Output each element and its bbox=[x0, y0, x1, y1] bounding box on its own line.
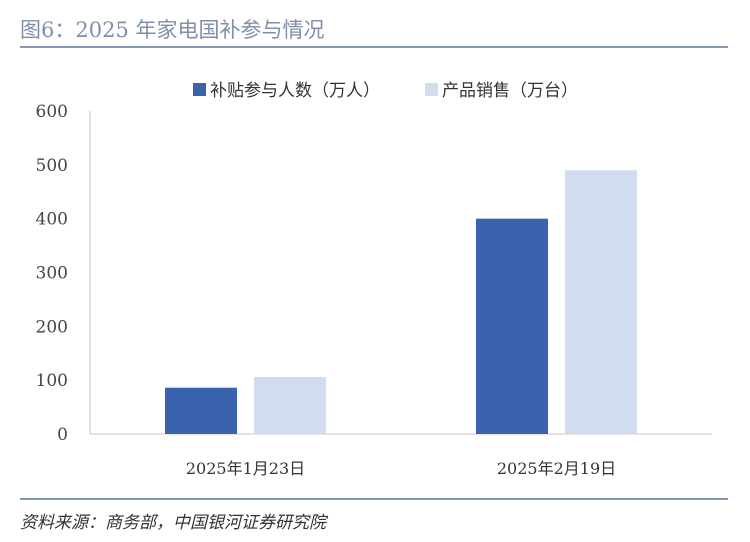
title-divider bbox=[20, 46, 728, 48]
y-tick-label: 200 bbox=[36, 317, 68, 337]
source-note: 资料来源：商务部，中国银河证券研究院 bbox=[20, 513, 326, 533]
y-tick-label: 300 bbox=[36, 264, 68, 284]
y-tick-label: 400 bbox=[36, 210, 68, 230]
y-tick-label: 100 bbox=[36, 371, 68, 391]
legend-swatch bbox=[193, 83, 206, 96]
legend-swatch bbox=[425, 83, 438, 96]
bar-2-2 bbox=[565, 170, 637, 434]
legend-label: 产品销售（万台） bbox=[442, 81, 578, 101]
y-tick-label: 600 bbox=[36, 102, 68, 122]
source-divider bbox=[20, 498, 728, 500]
bar-1-2 bbox=[476, 218, 548, 434]
figure-title: 图6：2025 年家电国补参与情况 bbox=[20, 18, 325, 42]
x-tick-label: 2025年2月19日 bbox=[497, 459, 616, 478]
bar-1-1 bbox=[165, 387, 237, 434]
legend-label: 补贴参与人数（万人） bbox=[210, 81, 380, 101]
x-tick-label: 2025年1月23日 bbox=[186, 459, 305, 478]
y-tick-label: 0 bbox=[57, 425, 68, 445]
bar-2-1 bbox=[254, 376, 326, 434]
y-tick-label: 500 bbox=[36, 156, 68, 176]
